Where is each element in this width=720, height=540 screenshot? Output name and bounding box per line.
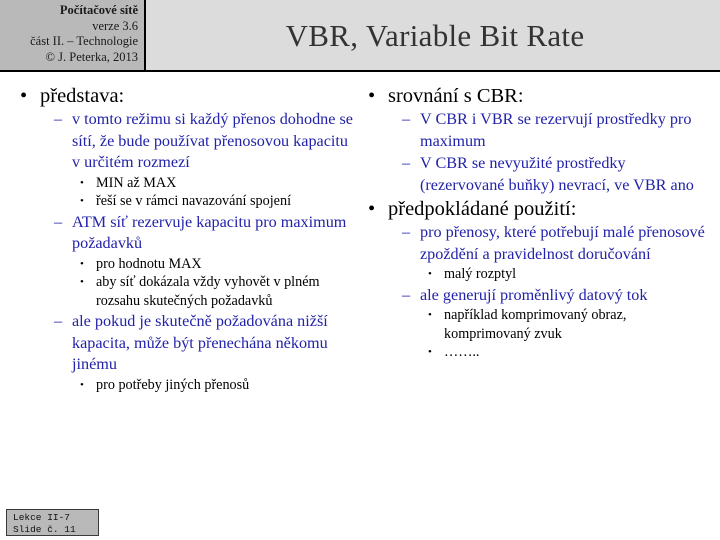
bullet-glyph-l3-icon: •	[80, 195, 84, 207]
bullet-item-l3: • řeší se v rámci navazování spojení	[72, 192, 358, 211]
bullet-item-l3: • například komprimovaný obraz, komprimov…	[420, 306, 714, 343]
bullet-item-l1: • představa: – v tomto režimu si každý přen…	[8, 84, 358, 394]
bullet-text: MIN až MAX	[96, 174, 177, 191]
course-part: část II. – Technologie	[30, 34, 138, 48]
bullet-text: pro hodnotu MAX	[96, 255, 202, 272]
bullet-glyph-l3-icon: •	[80, 378, 84, 391]
bullet-glyph-l2-icon: –	[54, 212, 63, 231]
bullet-text: například komprimovaný obraz, komprimova…	[444, 307, 627, 342]
sublist-level-2: – v tomto režimu si každý přenos dohodne …	[40, 109, 358, 394]
right-bullet-list: • srovnání s CBR: – V CBR i VBR se rezervuj…	[356, 84, 714, 362]
bullet-item-l2: – V CBR i VBR se rezervují prostředky pro…	[388, 109, 714, 152]
bullet-text: řeší se v rámci navazování spojení	[96, 193, 292, 209]
bullet-glyph-l2-icon: –	[54, 110, 63, 128]
bullet-item-l2: – ale generují proměnlivý datový tok • např…	[388, 285, 714, 362]
sublist-level-3: • například komprimovaný obraz, komprimov…	[420, 306, 714, 362]
bullet-text: aby síť dokázala vždy vyhovět v plném ro…	[96, 274, 320, 309]
bullet-item-l1: • srovnání s CBR: – V CBR i VBR se rezervuj…	[356, 84, 714, 196]
bullet-text: v tomto režimu si každý přenos dohodne s…	[72, 110, 353, 171]
footer-lecture: Lekce II-7	[13, 512, 71, 523]
course-logo-box: Počítačové sítě verze 3.6 část II. – Tec…	[0, 0, 146, 72]
bullet-item-l2: – V CBR se nevyužité prostředky (rezervov…	[388, 153, 714, 196]
course-copyright: © J. Peterka, 2013	[45, 49, 138, 64]
bullet-glyph-l2-icon: –	[402, 223, 411, 241]
bullet-item-l3: • MIN až MAX	[72, 174, 358, 193]
bullet-item-l1: • předpokládané použití: – pro přenosy, kte…	[356, 197, 714, 362]
bullet-text: ale pokud je skutečně požadována nižší k…	[72, 312, 328, 373]
sublist-level-3: • pro potřeby jiných přenosů	[72, 376, 358, 395]
bullet-item-l3: • pro hodnotu MAX	[72, 255, 358, 274]
bullet-text: pro potřeby jiných přenosů	[96, 376, 250, 393]
bullet-item-l2: – pro přenosy, které potřebují malé přeno…	[388, 222, 714, 284]
bullet-glyph-l1-icon: •	[368, 198, 376, 220]
bullet-text: předpokládané použití:	[388, 198, 577, 220]
sublist-level-2: – pro přenosy, které potřebují malé přeno…	[388, 222, 714, 362]
left-content-column: • představa: – v tomto režimu si každý přen…	[8, 84, 358, 395]
slide-header: VBR, Variable Bit Rate Počítačové sítě v…	[0, 0, 720, 74]
bullet-text: ale generují proměnlivý datový tok	[420, 285, 648, 304]
bullet-item-l2: – v tomto režimu si každý přenos dohodne …	[40, 109, 358, 211]
slide-footer-box: Lekce II-7 Slide č. 11	[6, 509, 99, 536]
bullet-text: V CBR se nevyužité prostředky (rezervova…	[420, 154, 694, 194]
bullet-item-l3: • ……..	[420, 343, 714, 362]
bullet-glyph-l1-icon: •	[20, 85, 28, 107]
right-content-column: • srovnání s CBR: – V CBR i VBR se rezervuj…	[356, 84, 714, 363]
sublist-level-3: • MIN až MAX • řeší se v rámci navazování s…	[72, 174, 358, 211]
sublist-level-2: – V CBR i VBR se rezervují prostředky pro…	[388, 109, 714, 196]
bullet-glyph-l2-icon: –	[402, 285, 411, 304]
bullet-item-l3: • malý rozptyl	[420, 265, 714, 284]
bullet-glyph-l3-icon: •	[80, 276, 84, 288]
sublist-level-3: • malý rozptyl	[420, 265, 714, 284]
bullet-text: V CBR i VBR se rezervují prostředky pro …	[420, 110, 692, 150]
bullet-text: ATM síť rezervuje kapacitu pro maximum p…	[72, 212, 347, 253]
bullet-glyph-l3-icon: •	[80, 257, 84, 270]
bullet-glyph-l1-icon: •	[368, 85, 376, 107]
course-name: Počítačové sítě	[59, 3, 138, 17]
footer-slide-number: Slide č. 11	[13, 524, 76, 535]
bullet-glyph-l3-icon: •	[428, 346, 432, 358]
left-bullet-list: • představa: – v tomto režimu si každý přen…	[8, 84, 358, 394]
bullet-glyph-l2-icon: –	[54, 312, 63, 330]
bullet-item-l3: • aby síť dokázala vždy vyhovět v plném r…	[72, 273, 358, 310]
bullet-glyph-l3-icon: •	[428, 309, 432, 321]
bullet-glyph-l2-icon: –	[402, 154, 411, 172]
sublist-level-3: • pro hodnotu MAX • aby síť dokázala vždy v…	[72, 255, 358, 311]
bullet-glyph-l3-icon: •	[80, 176, 84, 189]
bullet-glyph-l2-icon: –	[402, 110, 411, 128]
course-version: verze 3.6	[92, 18, 138, 33]
slide-title: VBR, Variable Bit Rate	[285, 18, 585, 53]
bullet-item-l2: – ale pokud je skutečně požadována nižší …	[40, 311, 358, 394]
bullet-text: malý rozptyl	[444, 266, 517, 282]
bullet-text: srovnání s CBR:	[388, 85, 524, 107]
bullet-item-l3: • pro potřeby jiných přenosů	[72, 376, 358, 395]
bullet-item-l2: – ATM síť rezervuje kapacitu pro maximum …	[40, 212, 358, 311]
bullet-text: pro přenosy, které potřebují malé přenos…	[420, 223, 705, 263]
bullet-text: představa:	[40, 85, 125, 107]
bullet-text: ……..	[444, 344, 480, 360]
bullet-glyph-l3-icon: •	[428, 268, 432, 280]
